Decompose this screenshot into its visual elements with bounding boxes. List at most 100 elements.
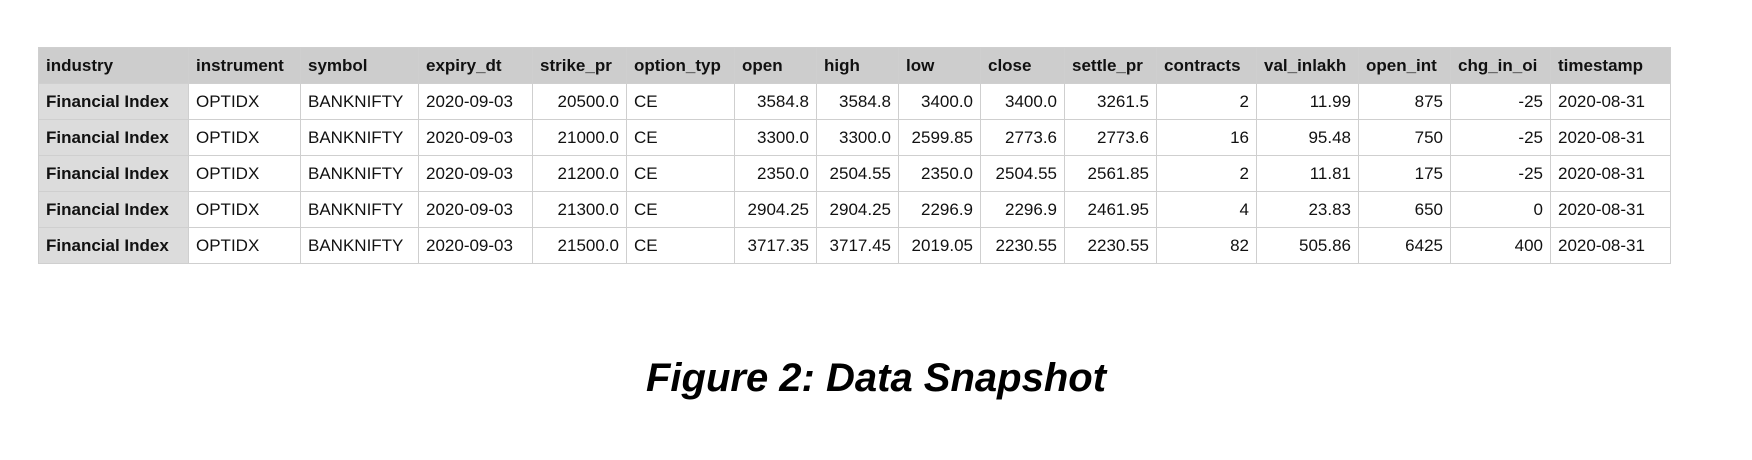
cell-instrument: OPTIDX <box>188 191 301 228</box>
cell-expiry-dt: 2020-09-03 <box>418 227 533 264</box>
cell-val-inlakh: 23.83 <box>1256 191 1359 228</box>
cell-val-inlakh: 11.99 <box>1256 83 1359 120</box>
cell-option-typ: CE <box>626 155 735 192</box>
column-header-strike-pr: strike_pr <box>532 47 627 84</box>
column-header-low: low <box>898 47 981 84</box>
table-row: Financial Index OPTIDX BANKNIFTY 2020-09-03… <box>38 119 1671 156</box>
cell-chg-in-oi: 400 <box>1450 227 1551 264</box>
cell-strike-pr: 21200.0 <box>532 155 627 192</box>
cell-expiry-dt: 2020-09-03 <box>418 119 533 156</box>
cell-strike-pr: 21300.0 <box>532 191 627 228</box>
data-snapshot-table: industry instrument symbol expiry_dt strike_… <box>38 47 1671 264</box>
column-header-expiry-dt: expiry_dt <box>418 47 533 84</box>
column-header-chg-in-oi: chg_in_oi <box>1450 47 1551 84</box>
cell-symbol: BANKNIFTY <box>300 119 419 156</box>
cell-high: 3300.0 <box>816 119 899 156</box>
cell-symbol: BANKNIFTY <box>300 191 419 228</box>
cell-chg-in-oi: -25 <box>1450 83 1551 120</box>
cell-settle-pr: 2561.85 <box>1064 155 1157 192</box>
cell-val-inlakh: 95.48 <box>1256 119 1359 156</box>
column-header-symbol: symbol <box>300 47 419 84</box>
cell-close: 3400.0 <box>980 83 1065 120</box>
cell-strike-pr: 20500.0 <box>532 83 627 120</box>
cell-open-int: 650 <box>1358 191 1451 228</box>
cell-open: 3584.8 <box>734 83 817 120</box>
table-row: Financial Index OPTIDX BANKNIFTY 2020-09-03… <box>38 155 1671 192</box>
cell-low: 3400.0 <box>898 83 981 120</box>
table-row: Financial Index OPTIDX BANKNIFTY 2020-09-03… <box>38 191 1671 228</box>
cell-low: 2599.85 <box>898 119 981 156</box>
table-body: Financial Index OPTIDX BANKNIFTY 2020-09-03… <box>38 83 1671 264</box>
cell-option-typ: CE <box>626 83 735 120</box>
cell-industry: Financial Index <box>38 83 189 120</box>
cell-open-int: 6425 <box>1358 227 1451 264</box>
cell-expiry-dt: 2020-09-03 <box>418 191 533 228</box>
column-header-high: high <box>816 47 899 84</box>
cell-close: 2504.55 <box>980 155 1065 192</box>
cell-val-inlakh: 11.81 <box>1256 155 1359 192</box>
cell-instrument: OPTIDX <box>188 227 301 264</box>
cell-settle-pr: 2461.95 <box>1064 191 1157 228</box>
cell-instrument: OPTIDX <box>188 83 301 120</box>
data-snapshot-table-wrapper: industry instrument symbol expiry_dt strike_… <box>38 47 1671 264</box>
cell-option-typ: CE <box>626 119 735 156</box>
cell-contracts: 2 <box>1156 83 1257 120</box>
cell-chg-in-oi: -25 <box>1450 155 1551 192</box>
cell-open: 3717.35 <box>734 227 817 264</box>
cell-instrument: OPTIDX <box>188 119 301 156</box>
cell-expiry-dt: 2020-09-03 <box>418 83 533 120</box>
cell-high: 3584.8 <box>816 83 899 120</box>
cell-contracts: 82 <box>1156 227 1257 264</box>
cell-contracts: 16 <box>1156 119 1257 156</box>
cell-chg-in-oi: 0 <box>1450 191 1551 228</box>
cell-option-typ: CE <box>626 191 735 228</box>
column-header-open-int: open_int <box>1358 47 1451 84</box>
cell-high: 2504.55 <box>816 155 899 192</box>
cell-open-int: 175 <box>1358 155 1451 192</box>
cell-expiry-dt: 2020-09-03 <box>418 155 533 192</box>
column-header-timestamp: timestamp <box>1550 47 1671 84</box>
cell-val-inlakh: 505.86 <box>1256 227 1359 264</box>
cell-strike-pr: 21000.0 <box>532 119 627 156</box>
cell-timestamp: 2020-08-31 <box>1550 191 1671 228</box>
column-header-instrument: instrument <box>188 47 301 84</box>
cell-symbol: BANKNIFTY <box>300 227 419 264</box>
cell-low: 2019.05 <box>898 227 981 264</box>
cell-industry: Financial Index <box>38 191 189 228</box>
column-header-option-typ: option_typ <box>626 47 735 84</box>
cell-option-typ: CE <box>626 227 735 264</box>
table-row: Financial Index OPTIDX BANKNIFTY 2020-09-03… <box>38 83 1671 120</box>
figure-caption: Figure 2: Data Snapshot <box>645 356 1107 400</box>
cell-instrument: OPTIDX <box>188 155 301 192</box>
column-header-close: close <box>980 47 1065 84</box>
cell-low: 2296.9 <box>898 191 981 228</box>
cell-timestamp: 2020-08-31 <box>1550 83 1671 120</box>
cell-settle-pr: 2230.55 <box>1064 227 1157 264</box>
column-header-industry: industry <box>38 47 189 84</box>
cell-industry: Financial Index <box>38 155 189 192</box>
cell-open: 3300.0 <box>734 119 817 156</box>
cell-low: 2350.0 <box>898 155 981 192</box>
column-header-contracts: contracts <box>1156 47 1257 84</box>
cell-timestamp: 2020-08-31 <box>1550 155 1671 192</box>
cell-close: 2773.6 <box>980 119 1065 156</box>
column-header-open: open <box>734 47 817 84</box>
cell-open-int: 750 <box>1358 119 1451 156</box>
cell-contracts: 4 <box>1156 191 1257 228</box>
cell-settle-pr: 2773.6 <box>1064 119 1157 156</box>
table-row: Financial Index OPTIDX BANKNIFTY 2020-09-03… <box>38 227 1671 264</box>
cell-contracts: 2 <box>1156 155 1257 192</box>
cell-high: 2904.25 <box>816 191 899 228</box>
cell-settle-pr: 3261.5 <box>1064 83 1157 120</box>
cell-timestamp: 2020-08-31 <box>1550 227 1671 264</box>
column-header-val-inlakh: val_inlakh <box>1256 47 1359 84</box>
cell-high: 3717.45 <box>816 227 899 264</box>
cell-symbol: BANKNIFTY <box>300 155 419 192</box>
cell-chg-in-oi: -25 <box>1450 119 1551 156</box>
cell-open: 2904.25 <box>734 191 817 228</box>
cell-open: 2350.0 <box>734 155 817 192</box>
table-header-row: industry instrument symbol expiry_dt strike_… <box>38 47 1671 84</box>
column-header-settle-pr: settle_pr <box>1064 47 1157 84</box>
cell-close: 2230.55 <box>980 227 1065 264</box>
cell-open-int: 875 <box>1358 83 1451 120</box>
